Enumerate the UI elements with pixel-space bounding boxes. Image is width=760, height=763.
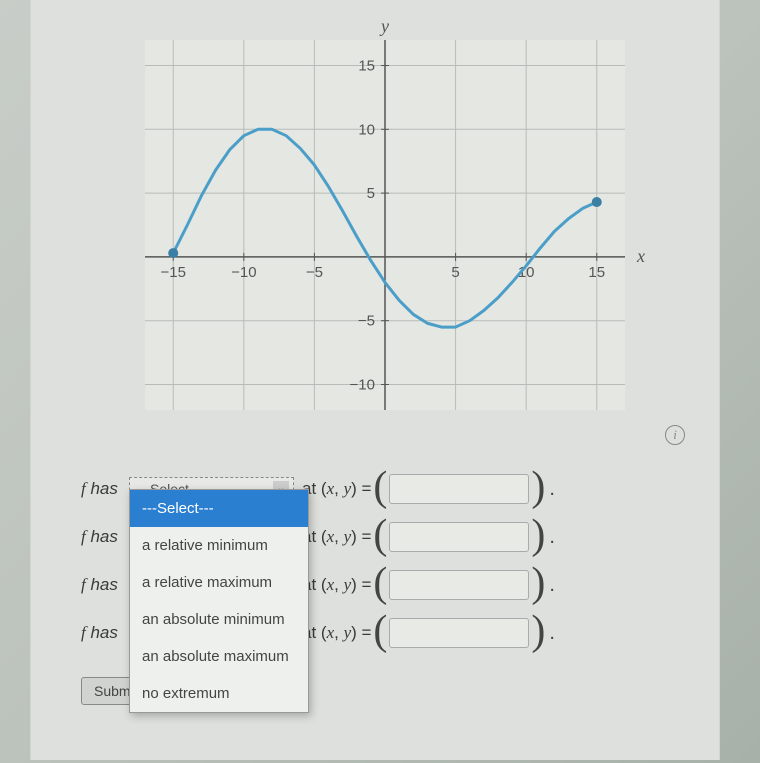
svg-text:x: x (636, 246, 645, 266)
at-xy-label: at (x, y) = (302, 575, 371, 595)
period: . (549, 574, 555, 597)
right-paren: ) (531, 466, 545, 508)
svg-text:−5: −5 (358, 313, 375, 330)
right-paren: ) (531, 562, 545, 604)
svg-text:−15: −15 (161, 264, 186, 281)
coordinate-input[interactable] (389, 474, 529, 504)
content-area: −15−10−551015−10−551015yx i f has ---Sel… (30, 0, 720, 760)
svg-text:15: 15 (358, 58, 375, 75)
svg-text:15: 15 (588, 264, 605, 281)
right-paren: ) (531, 610, 545, 652)
dropdown-option[interactable]: an absolute maximum (130, 638, 308, 675)
dropdown-option[interactable]: ---Select--- (130, 490, 308, 527)
right-paren: ) (531, 514, 545, 556)
svg-text:5: 5 (367, 185, 375, 202)
dropdown-option[interactable]: an absolute minimum (130, 601, 308, 638)
period: . (549, 526, 555, 549)
svg-text:10: 10 (358, 121, 375, 138)
f-has-label: f has (81, 623, 129, 643)
f-has-label: f has (81, 527, 129, 547)
svg-text:y: y (379, 16, 389, 36)
svg-text:−5: −5 (306, 264, 323, 281)
info-icon[interactable]: i (665, 425, 685, 445)
coordinate-input[interactable] (389, 570, 529, 600)
coordinate-input[interactable] (389, 522, 529, 552)
at-xy-label: at (x, y) = (302, 623, 371, 643)
left-paren: ( (373, 610, 387, 652)
svg-text:−10: −10 (231, 264, 256, 281)
f-has-label: f has (81, 479, 129, 499)
dropdown-option[interactable]: a relative minimum (130, 527, 308, 564)
at-xy-label: at (x, y) = (302, 527, 371, 547)
dropdown-option[interactable]: no extremum (130, 675, 308, 712)
left-paren: ( (373, 514, 387, 556)
answer-rows: f has ---Select--- ⌄ at (x, y) = ( ) . f… (81, 465, 699, 657)
period: . (549, 622, 555, 645)
left-paren: ( (373, 466, 387, 508)
function-graph: −15−10−551015−10−551015yx (95, 10, 655, 440)
dropdown-option[interactable]: a relative maximum (130, 564, 308, 601)
extremum-dropdown[interactable]: ---Select---a relative minimuma relative… (129, 489, 309, 713)
chart-container: −15−10−551015−10−551015yx i (95, 10, 655, 440)
at-xy-label: at (x, y) = (302, 479, 371, 499)
svg-text:−10: −10 (350, 376, 375, 393)
period: . (549, 478, 555, 501)
svg-text:5: 5 (451, 264, 459, 281)
left-paren: ( (373, 562, 387, 604)
coordinate-input[interactable] (389, 618, 529, 648)
f-has-label: f has (81, 575, 129, 595)
